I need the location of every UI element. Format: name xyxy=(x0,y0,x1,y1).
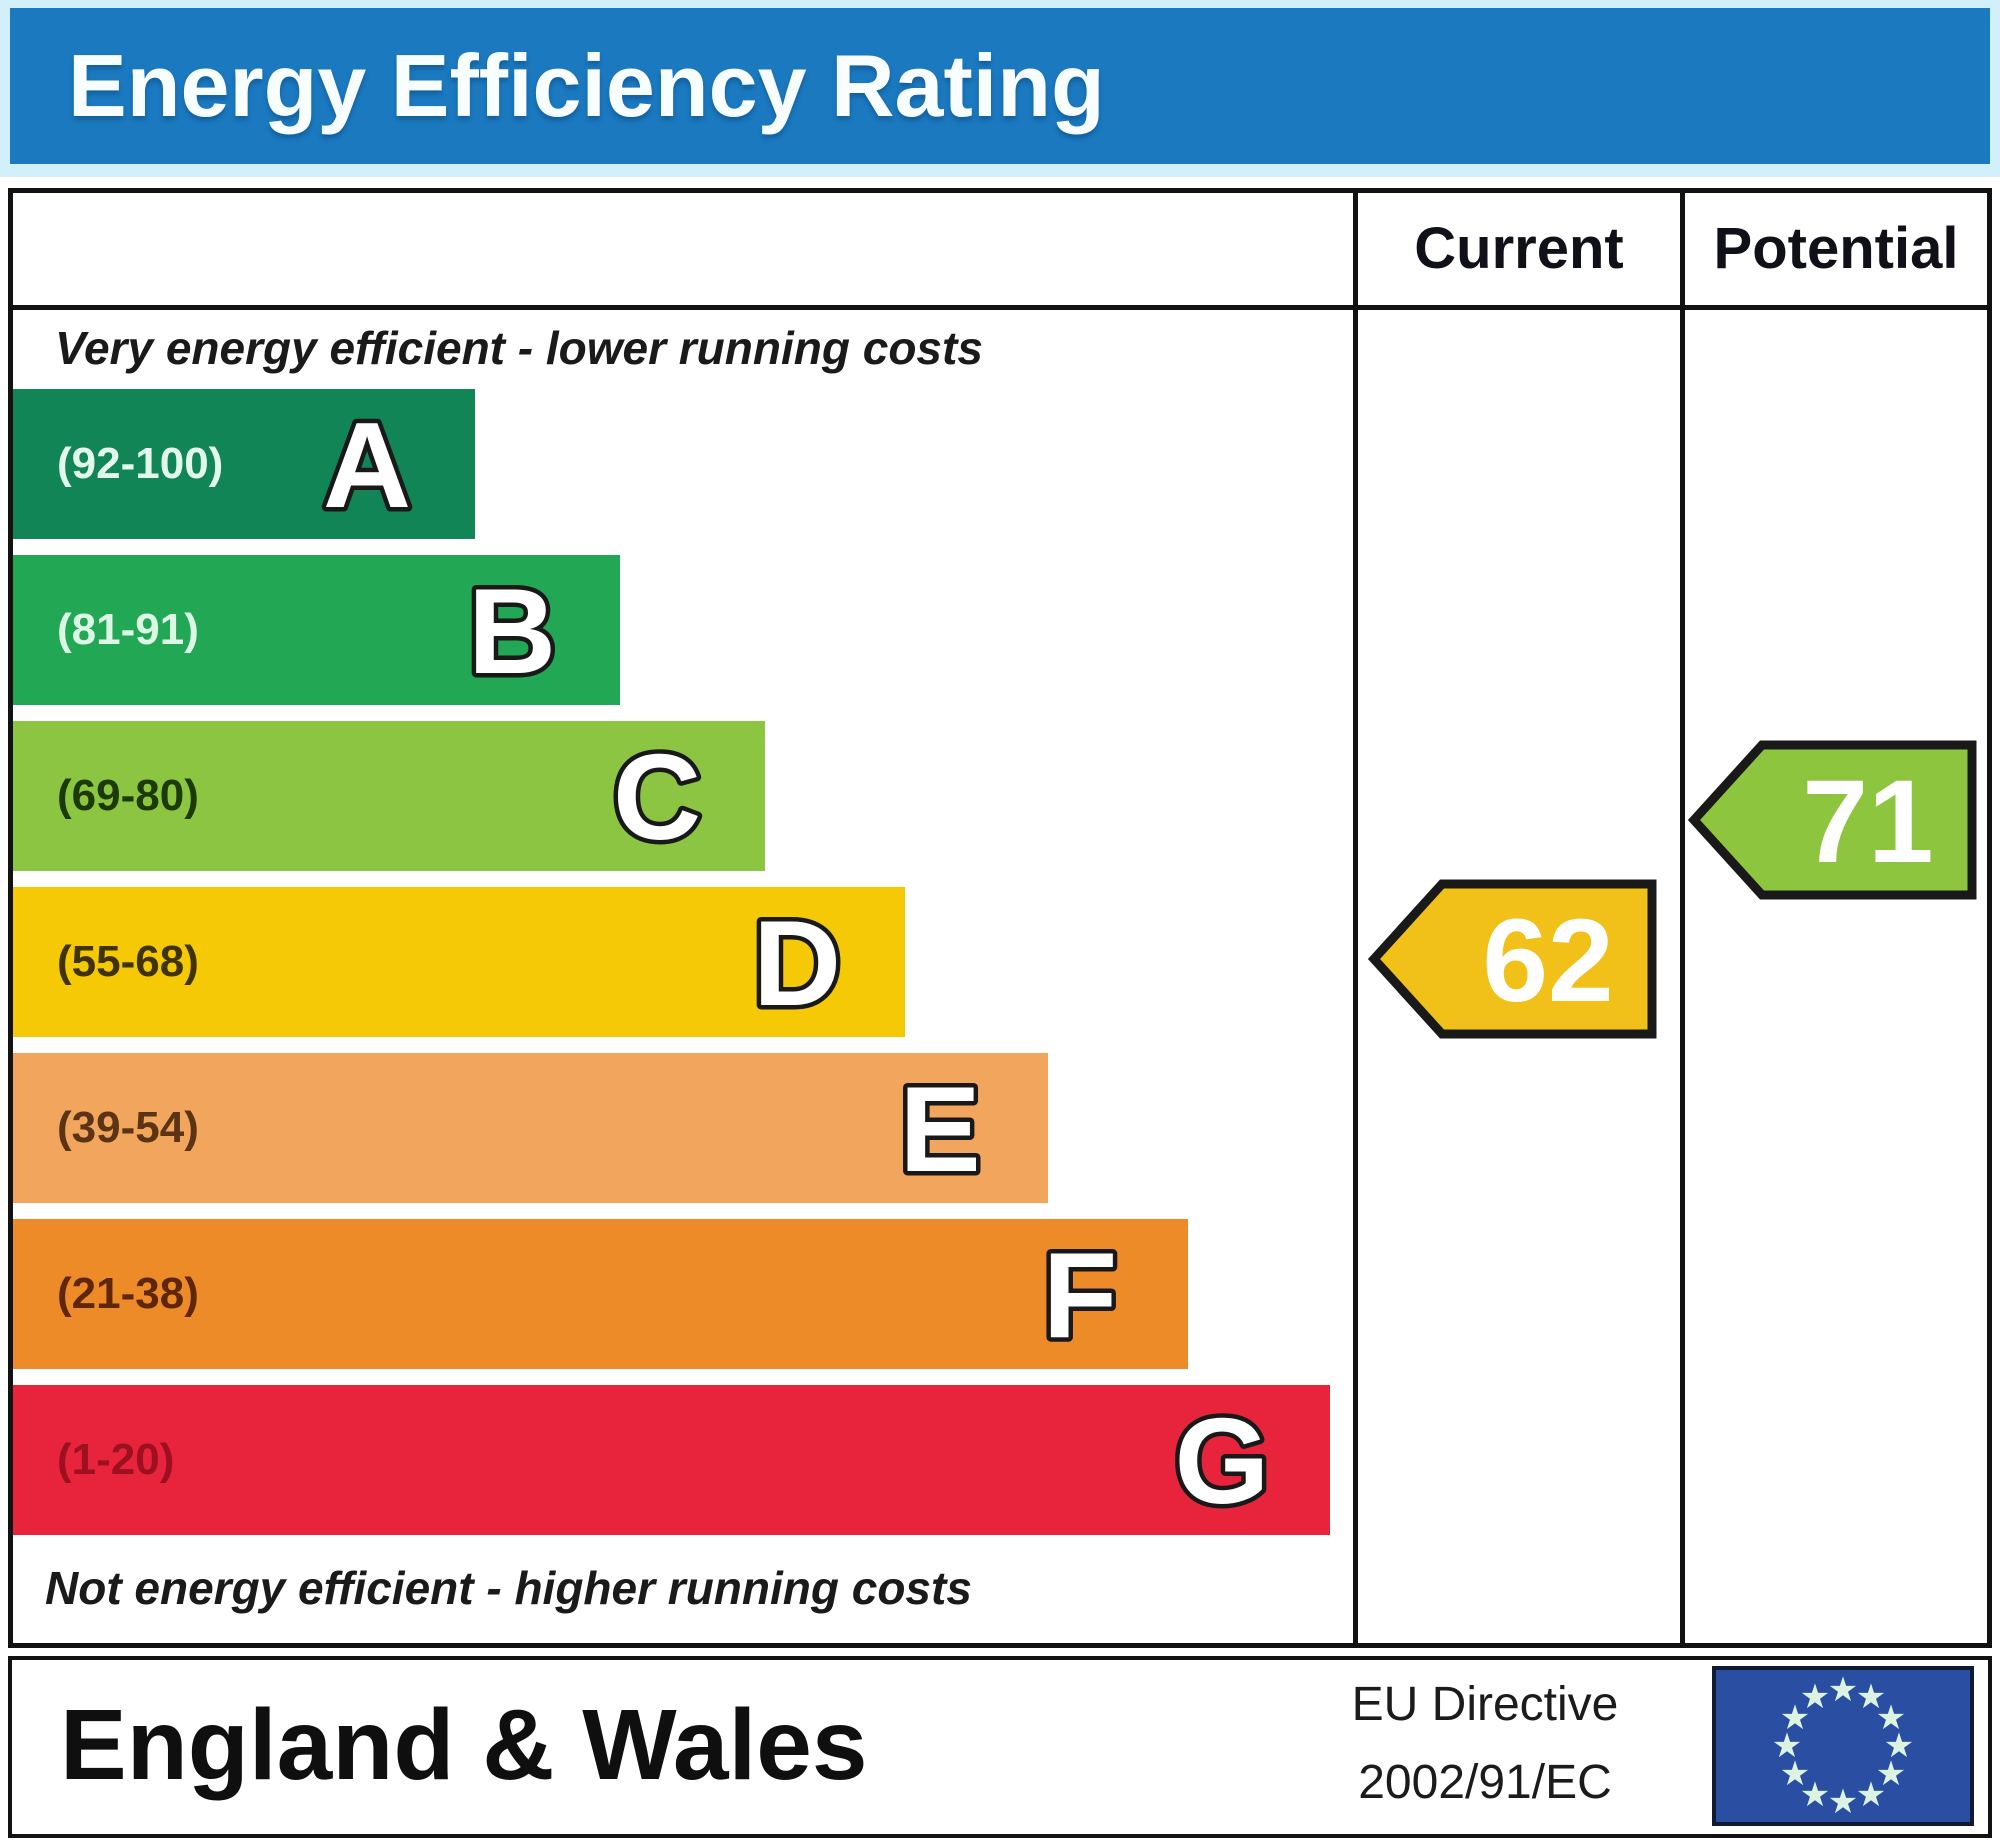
band-letter-badge: E xyxy=(895,1057,985,1202)
band-letter-badge: G xyxy=(1170,1389,1274,1534)
svg-text:★: ★ xyxy=(1856,1678,1886,1716)
column-header-potential: Potential xyxy=(1713,216,1959,281)
band-row-g: (1-20) G xyxy=(13,1385,1330,1535)
svg-text:★: ★ xyxy=(1828,1783,1858,1821)
band-range-label: (55-68) xyxy=(57,937,199,986)
svg-text:E: E xyxy=(899,1061,980,1197)
band-row-a: (92-100) A xyxy=(13,389,475,539)
band-range-label: (69-80) xyxy=(57,771,199,820)
title-banner: Energy Efficiency Rating xyxy=(10,8,1990,164)
potential-rating-arrow: 71 xyxy=(1688,740,1977,900)
eu-directive-line2: 2002/91/EC xyxy=(1358,1756,1612,1809)
band-row-d: (55-68) D xyxy=(13,887,905,1037)
header-divider xyxy=(13,305,1987,310)
page-title: Energy Efficiency Rating xyxy=(68,36,1105,135)
column-header-current: Current xyxy=(1414,216,1624,281)
band-row-f: (21-38) F xyxy=(13,1219,1188,1369)
svg-text:G: G xyxy=(1175,1393,1270,1529)
band-row-b: (81-91) B xyxy=(13,555,620,705)
top-note: Very energy efficient - lower running co… xyxy=(55,322,983,374)
svg-text:C: C xyxy=(613,729,701,865)
svg-text:★: ★ xyxy=(1856,1776,1886,1814)
eu-directive-label: EU Directive 2002/91/EC xyxy=(1260,1666,1710,1822)
current-rating-value: 62 xyxy=(1482,895,1613,1027)
band-range-label: (21-38) xyxy=(57,1269,199,1318)
rating-table: Current Potential Very energy efficient … xyxy=(8,188,1992,1648)
title-banner-frame: Energy Efficiency Rating xyxy=(0,0,2000,177)
svg-text:★: ★ xyxy=(1772,1727,1802,1765)
band-letter-badge: A xyxy=(318,393,415,538)
eu-directive-line1: EU Directive xyxy=(1351,1678,1619,1731)
band-range-label: (92-100) xyxy=(57,439,224,488)
band-letter-badge: F xyxy=(1038,1223,1122,1368)
band-range-label: (1-20) xyxy=(57,1435,175,1484)
svg-text:★: ★ xyxy=(1828,1671,1858,1709)
svg-text:★: ★ xyxy=(1884,1727,1914,1765)
band-range-label: (39-54) xyxy=(57,1103,199,1152)
column-divider-current xyxy=(1353,193,1358,1643)
bottom-note: Not energy efficient - higher running co… xyxy=(45,1562,972,1614)
svg-text:★: ★ xyxy=(1780,1699,1810,1737)
band-letter-badge: D xyxy=(748,891,845,1036)
footer-bar: England & Wales EU Directive 2002/91/EC … xyxy=(8,1656,1992,1838)
svg-text:★: ★ xyxy=(1876,1699,1906,1737)
band-letter-badge: C xyxy=(608,725,705,870)
band-row-c: (69-80) C xyxy=(13,721,765,871)
column-divider-potential xyxy=(1680,193,1685,1643)
band-row-e: (39-54) E xyxy=(13,1053,1048,1203)
region-label: England & Wales xyxy=(60,1689,868,1801)
eu-flag-bg xyxy=(1712,1666,1974,1826)
potential-rating-value: 71 xyxy=(1802,756,1933,888)
svg-text:A: A xyxy=(323,397,411,533)
svg-text:B: B xyxy=(468,563,556,699)
eu-flag-icon: ★ ★ ★ ★ ★ ★ ★ ★ ★ ★ ★ ★ xyxy=(1712,1666,1974,1826)
svg-text:★: ★ xyxy=(1800,1776,1830,1814)
svg-text:★: ★ xyxy=(1876,1755,1906,1793)
band-letter-badge: B xyxy=(463,559,560,704)
svg-text:★: ★ xyxy=(1780,1755,1810,1793)
svg-text:★: ★ xyxy=(1800,1678,1830,1716)
current-rating-arrow: 62 xyxy=(1368,879,1657,1039)
svg-text:F: F xyxy=(1043,1227,1118,1363)
band-range-label: (81-91) xyxy=(57,605,199,654)
svg-text:D: D xyxy=(753,895,841,1031)
